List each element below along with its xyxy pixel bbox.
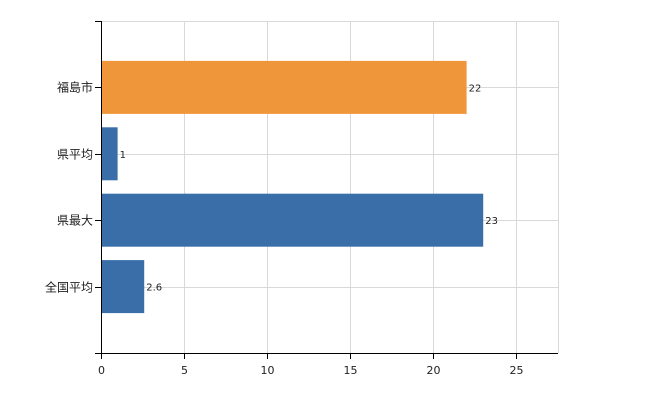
x-tick-label: 20: [427, 364, 441, 377]
bar-0: [101, 60, 467, 114]
data-label: 2.6: [146, 283, 162, 294]
data-label: 22: [469, 83, 482, 94]
category-label: 福島市: [57, 80, 93, 95]
category-label: 県平均: [57, 148, 93, 162]
x-tick-label: 15: [344, 364, 358, 377]
data-label: 1: [120, 150, 126, 161]
bar-2: [101, 193, 484, 247]
axes: [95, 21, 558, 359]
data-label: 23: [485, 216, 498, 227]
bar-3: [101, 260, 145, 314]
bars: [101, 60, 484, 314]
x-tick-label: 0: [98, 364, 105, 377]
x-tick-label: 5: [181, 364, 188, 377]
bar-1: [101, 127, 118, 181]
category-label: 全国平均: [45, 280, 93, 295]
category-label: 県最大: [57, 214, 93, 228]
x-tick-label: 10: [261, 364, 275, 377]
x-tick-label: 25: [510, 364, 524, 377]
